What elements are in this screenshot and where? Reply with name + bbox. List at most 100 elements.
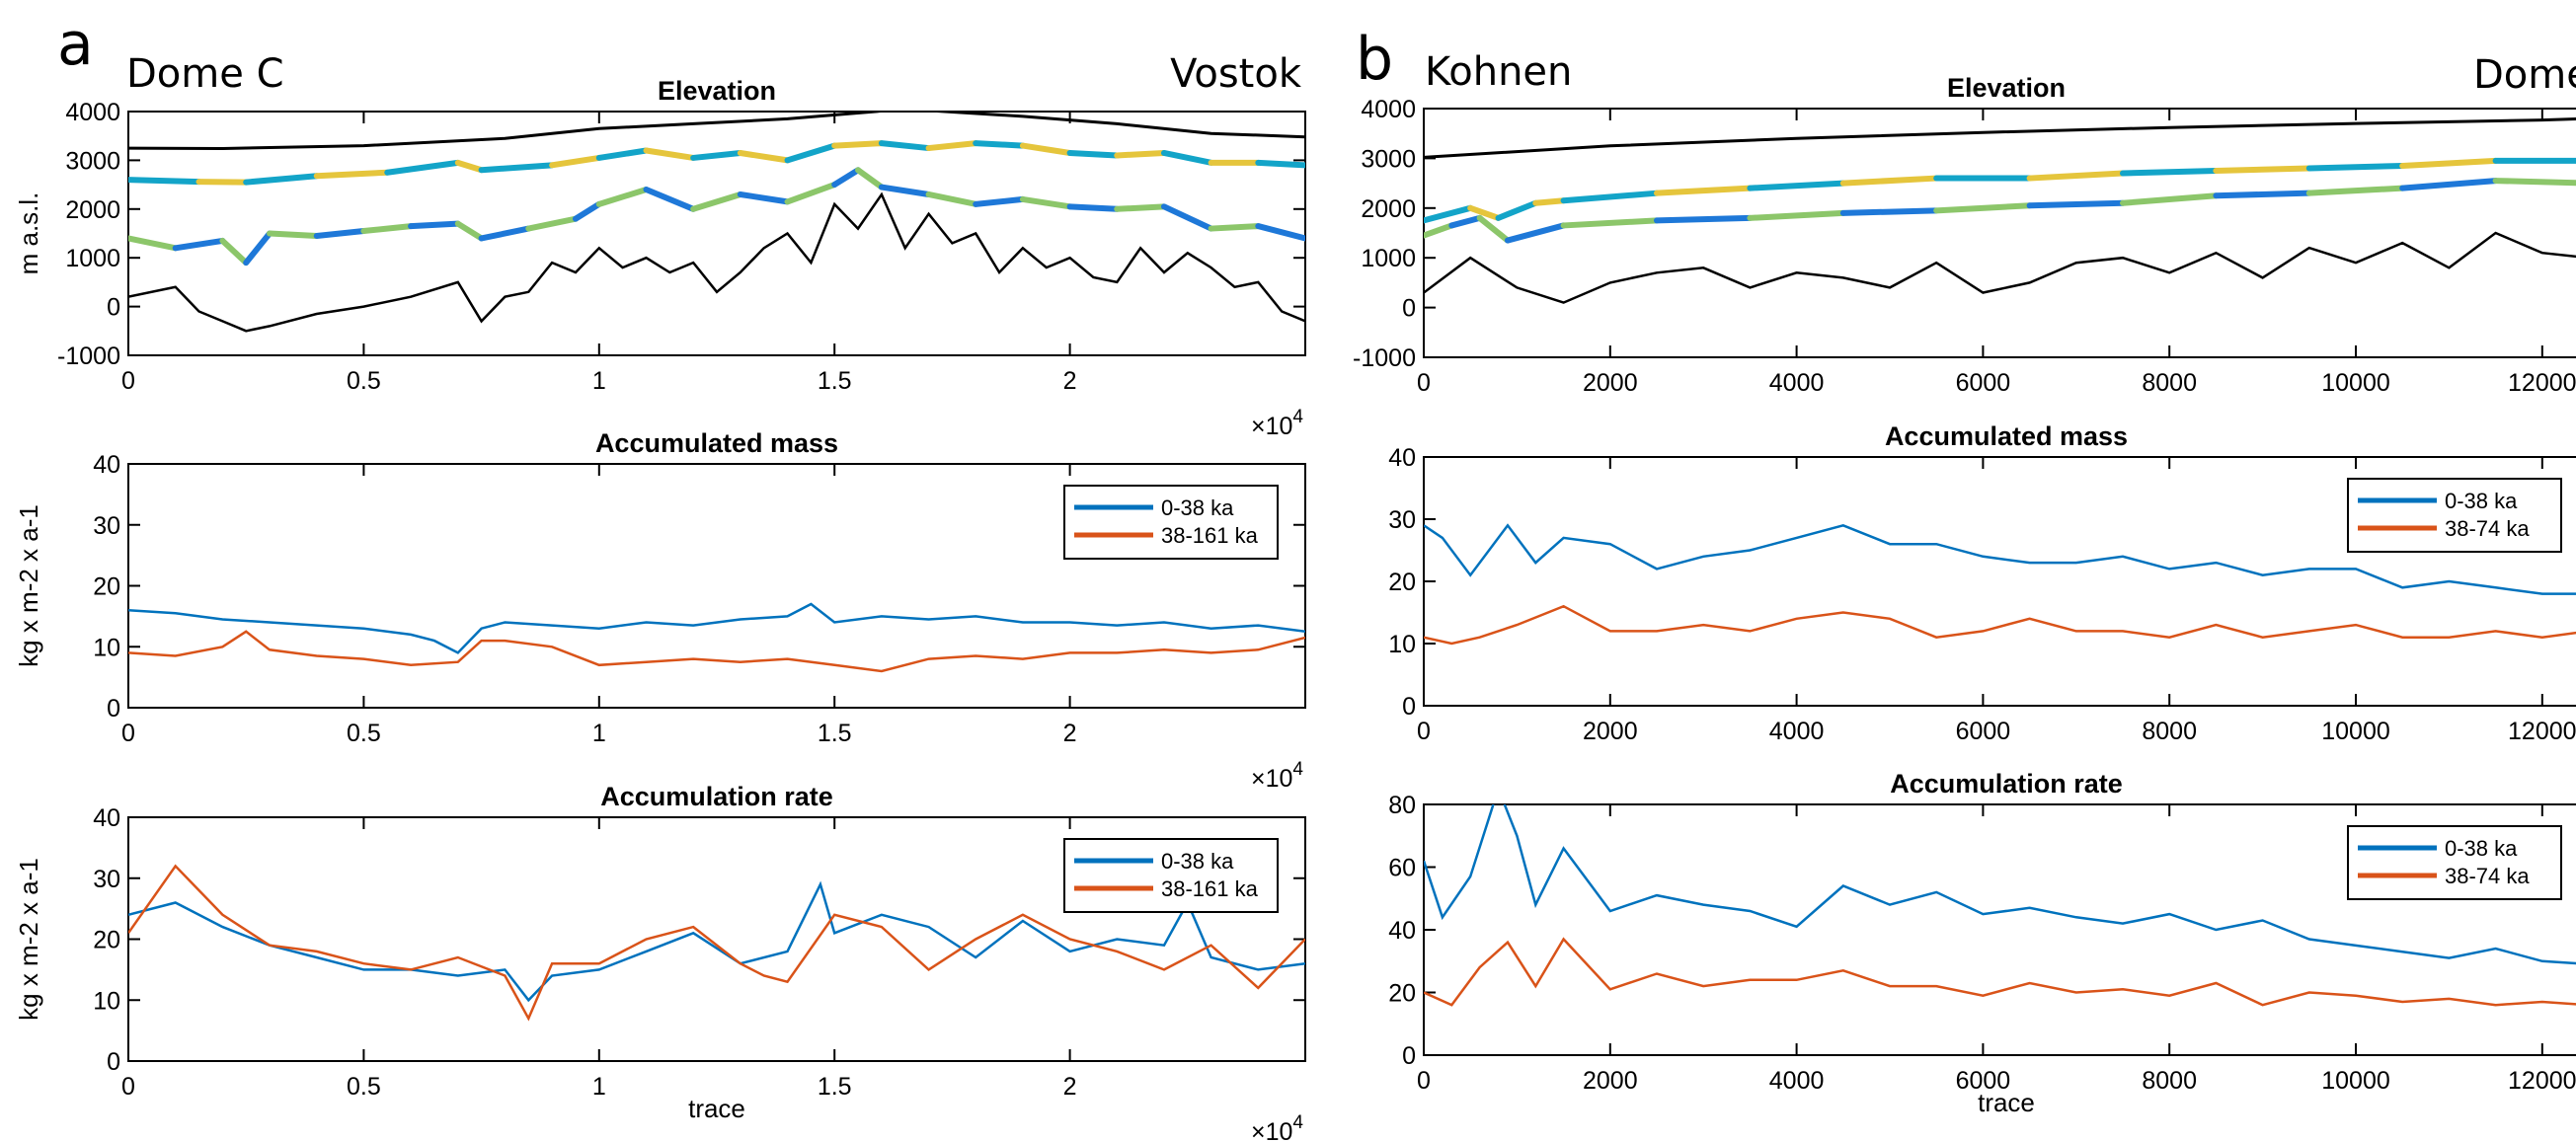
y-tick-label: 1000 — [1361, 245, 1416, 272]
site-label-left: Dome C — [126, 51, 284, 97]
layer-segment — [549, 154, 602, 169]
layer-segment — [1747, 209, 1846, 221]
y-tick-label: 0 — [1402, 693, 1416, 721]
legend: 0-38 ka 38-161 ka — [1063, 485, 1279, 560]
layer-segment — [831, 140, 885, 149]
subplot-title: Accumulated mass — [1885, 421, 2128, 451]
subplot-title: Accumulation rate — [600, 782, 833, 811]
x-tick-label: 6000 — [1956, 369, 2011, 397]
y-tick-label: 10 — [93, 987, 120, 1015]
x-tick-label: 6000 — [1956, 718, 2011, 745]
layer-segment — [360, 223, 415, 235]
legend-box — [1063, 838, 1279, 913]
y-tick-label: 10 — [1388, 631, 1416, 658]
x-tick-label: 1.5 — [818, 1073, 852, 1101]
series-line — [128, 630, 1305, 673]
y-axis-label: m a.s.l. — [14, 192, 43, 275]
layer-segment — [2305, 185, 2406, 196]
x-tick-label: 12000 — [2508, 718, 2576, 745]
panel-letter-b: b — [1356, 25, 1393, 94]
layer-segment — [690, 190, 743, 212]
layer-segment — [1839, 207, 1940, 216]
x-axis-label: trace — [1978, 1088, 2035, 1117]
layer-segment — [831, 167, 862, 189]
series-group — [128, 864, 1305, 1022]
layer-segment — [128, 235, 179, 252]
layer-segment — [973, 140, 1026, 149]
x-tick-label: 10000 — [2321, 1067, 2390, 1095]
layer-segment — [1019, 195, 1073, 210]
panel-letter-a: a — [57, 10, 94, 79]
bedrock-line — [128, 191, 1305, 333]
layer-segment — [2120, 192, 2220, 206]
y-tick-label: 3000 — [65, 147, 120, 175]
y-axis-label: kg x m-2 x a-1 — [14, 858, 43, 1021]
layer-segment — [784, 142, 838, 164]
layer-segment — [384, 159, 461, 176]
x-tick-label: 0.5 — [347, 720, 381, 747]
legend-label: 0-38 ka — [1161, 495, 1234, 520]
x-tick-label: 4000 — [1769, 718, 1825, 745]
layer-segment — [737, 149, 791, 164]
x-tick-label: 0.5 — [347, 367, 381, 395]
layer-segment — [525, 215, 579, 232]
layer-segment — [1476, 214, 1511, 244]
layer-segment — [2399, 178, 2499, 191]
surface-line — [128, 112, 1305, 151]
layer-segment — [784, 182, 838, 205]
layer-segment — [1532, 197, 1567, 206]
x-exponent-label: ×104 — [1251, 1112, 1303, 1142]
y-tick-label: 80 — [1388, 792, 1416, 819]
layer-segment — [1114, 149, 1167, 159]
y-tick-label: 4000 — [65, 99, 120, 126]
y-tick-label: 0 — [107, 294, 120, 322]
legend-label: 0-38 ka — [2445, 836, 2518, 861]
subplot-b-2: Accumulated mass 0 10 20 30 40 0 2000 4000 6000 80… — [1388, 421, 2576, 745]
y-tick-label: 40 — [93, 451, 120, 479]
layer-segment — [313, 169, 391, 180]
x-tick-label: 2 — [1063, 367, 1077, 395]
x-tick-label: 1 — [592, 367, 606, 395]
y-tick-label: -1000 — [1353, 344, 1416, 372]
x-tick-label: 0 — [1417, 718, 1431, 745]
layer-segment — [1424, 222, 1455, 239]
layer-segment — [855, 167, 885, 190]
y-tick-label: 0 — [107, 1048, 120, 1076]
layer-segment — [1495, 199, 1539, 221]
series-line — [1424, 937, 2576, 1007]
subplot-title: Accumulated mass — [595, 428, 838, 458]
legend-label: 38-74 ka — [2445, 864, 2530, 888]
legend-label: 38-161 ka — [1161, 523, 1259, 548]
layer-segment — [1560, 217, 1660, 229]
legend: 0-38 ka 38-74 ka — [2347, 478, 2562, 553]
layer-segment — [243, 230, 273, 266]
layer-segment — [690, 149, 743, 161]
layer-segment — [572, 200, 602, 222]
x-tick-label: 12000 — [2508, 369, 2576, 397]
legend-box — [1063, 485, 1279, 560]
series-group — [128, 602, 1305, 673]
layer-segment — [1504, 222, 1567, 244]
y-tick-label: 20 — [93, 573, 120, 601]
subplot-title: Elevation — [658, 76, 776, 106]
series-line — [1424, 804, 2576, 965]
legend-label: 38-161 ka — [1161, 876, 1259, 901]
layer-segment — [1654, 185, 1754, 196]
layer-segment — [1467, 204, 1502, 221]
legend-label: 0-38 ka — [1161, 849, 1234, 874]
series-line — [128, 864, 1305, 1022]
y-tick-label: 20 — [1388, 569, 1416, 596]
layer-segment — [1066, 149, 1121, 159]
layer-segment — [2120, 168, 2220, 177]
y-tick-label: 0 — [107, 695, 120, 723]
legend-label: 38-74 ka — [2445, 516, 2530, 541]
site-label-left: Kohnen — [1425, 49, 1572, 95]
layer-segment — [878, 140, 932, 152]
layer-segment — [2213, 190, 2312, 199]
subplot-a-2: Accumulated mass 0 10 20 30 40 0 0.5 1 1.5 2 ×104 kg… — [14, 428, 1306, 793]
layer-segment — [595, 187, 650, 207]
x-tick-label: 1.5 — [818, 720, 852, 747]
layer-segment — [478, 225, 532, 242]
layer-segment — [737, 190, 791, 205]
layer-segment — [219, 237, 250, 266]
